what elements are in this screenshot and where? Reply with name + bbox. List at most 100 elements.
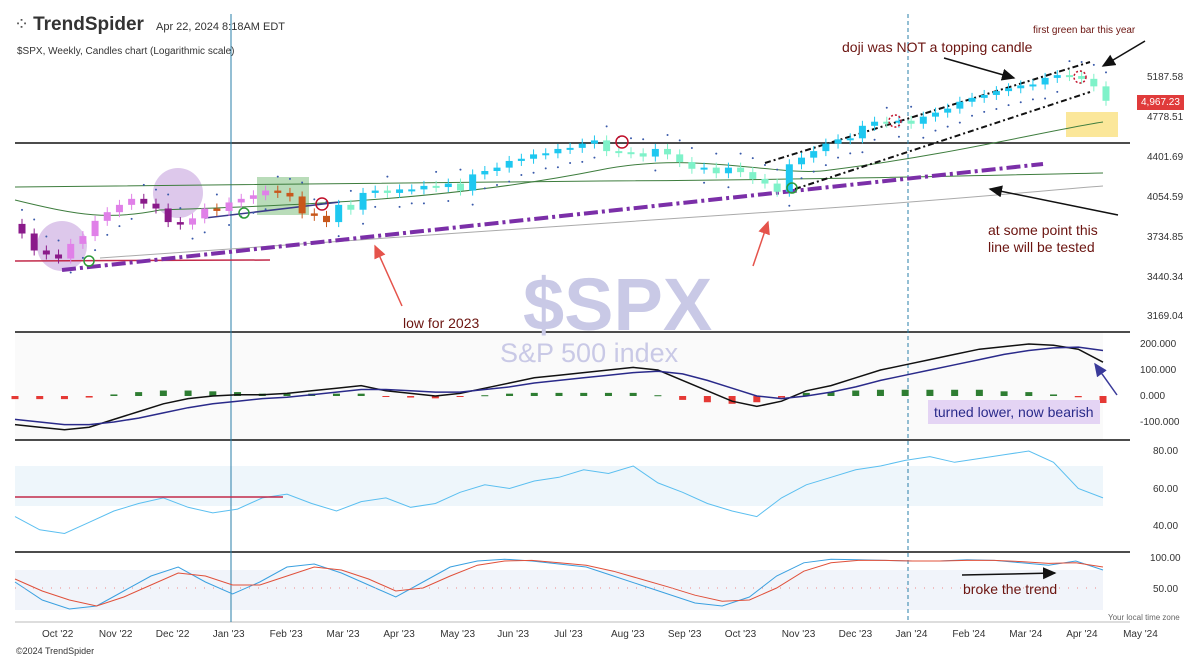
candle xyxy=(603,140,611,152)
macd-hist-bar xyxy=(901,389,909,396)
brand-logo: ⁘ TrendSpider xyxy=(14,14,144,36)
candle xyxy=(530,154,538,159)
candle xyxy=(237,198,245,203)
candle xyxy=(785,164,793,192)
sar-dot xyxy=(191,237,194,240)
local-time-note: Your local time zone xyxy=(1108,613,1180,622)
macd-hist-bar xyxy=(456,396,464,397)
candle xyxy=(590,140,598,144)
candle xyxy=(1041,77,1049,85)
annotation-tested-1: at some point this xyxy=(988,222,1098,238)
candle xyxy=(1005,88,1013,92)
sar-dot xyxy=(593,156,596,159)
candle xyxy=(140,198,148,204)
ma-50 xyxy=(14,121,1104,216)
sar-dot xyxy=(776,168,779,171)
sar-dot xyxy=(678,139,681,142)
sar-dot xyxy=(727,186,730,189)
macd-hist-bar xyxy=(654,395,662,397)
candle xyxy=(115,204,123,213)
macd-hist-bar xyxy=(184,390,192,396)
candle xyxy=(724,167,732,174)
macd-hist-bar xyxy=(604,392,612,396)
macd-hist-bar xyxy=(209,391,217,396)
sar-dot xyxy=(569,161,572,164)
sar-dot xyxy=(1056,90,1059,93)
macd-tick: 200.000 xyxy=(1140,339,1177,350)
sar-dot xyxy=(1031,98,1034,101)
sar-dot xyxy=(203,231,206,234)
macd-hist-bar xyxy=(827,392,835,396)
candle xyxy=(1090,78,1098,87)
macd-hist-bar xyxy=(802,392,810,396)
candle xyxy=(1053,75,1061,78)
sar-dot xyxy=(81,256,84,259)
macd-hist-bar xyxy=(629,392,637,396)
candle xyxy=(55,254,63,259)
rsi-group xyxy=(14,450,1104,535)
candle xyxy=(700,167,708,170)
x-tick: May '23 xyxy=(440,629,475,640)
candle xyxy=(67,243,75,259)
candle xyxy=(249,195,257,199)
sar-dot xyxy=(374,205,377,208)
candle xyxy=(919,116,927,124)
candle xyxy=(213,208,221,211)
x-tick: Nov '22 xyxy=(99,629,133,640)
candle xyxy=(164,208,172,223)
candle xyxy=(469,174,477,191)
sar-dot xyxy=(106,233,109,236)
candle xyxy=(347,204,355,210)
sar-dot xyxy=(812,170,815,173)
candle xyxy=(980,94,988,98)
candle xyxy=(91,220,99,237)
candle xyxy=(517,158,525,161)
macd-hist-bar xyxy=(1074,396,1082,398)
sar-dot xyxy=(118,225,121,228)
low-circle xyxy=(37,221,87,271)
macd-hist-bar xyxy=(506,393,514,396)
macd-hist-bar xyxy=(159,390,167,396)
channel-lower xyxy=(794,91,1091,190)
sar-dot xyxy=(422,202,425,205)
macd-hist-bar xyxy=(357,393,365,396)
annotation-tested-2: line will be tested xyxy=(988,239,1095,255)
candle xyxy=(128,198,136,205)
arrow-first-green xyxy=(1101,40,1146,67)
candle xyxy=(335,204,343,223)
macd-hist-bar xyxy=(580,392,588,396)
x-tick: Apr '23 xyxy=(383,629,415,640)
candle xyxy=(737,167,745,173)
sar-dot xyxy=(179,207,182,210)
macd-panel xyxy=(15,332,1103,440)
candle xyxy=(262,190,270,196)
candle xyxy=(688,162,696,169)
x-tick: Nov '23 xyxy=(782,629,816,640)
macd-hist-bar xyxy=(1025,392,1033,396)
sar-dot xyxy=(971,114,974,117)
sar-dot xyxy=(715,152,718,155)
candle xyxy=(152,203,160,209)
annotation-turned-lower: turned lower, now bearish xyxy=(928,400,1100,424)
candle xyxy=(274,190,282,193)
sar-dot xyxy=(690,147,693,150)
signal-circle-red xyxy=(615,135,629,149)
trendline-blue xyxy=(204,201,341,219)
x-tick: May '24 xyxy=(1123,629,1158,640)
sar-dot xyxy=(739,152,742,155)
macd-signal-line xyxy=(14,346,1104,426)
sar-dot xyxy=(910,105,913,108)
candle xyxy=(18,223,26,234)
sar-dot xyxy=(349,189,352,192)
rsi-tick: 40.00 xyxy=(1153,521,1178,532)
sar-dot xyxy=(471,203,474,206)
candle xyxy=(761,178,769,184)
sar-dot xyxy=(33,218,36,221)
macd-hist-bar xyxy=(876,389,884,396)
candle xyxy=(992,91,1000,95)
macd-hist-bar xyxy=(852,390,860,396)
sar-dot xyxy=(837,156,840,159)
price-tick: 3440.34 xyxy=(1147,272,1184,283)
candle xyxy=(1078,76,1086,79)
sar-dot xyxy=(45,235,48,238)
